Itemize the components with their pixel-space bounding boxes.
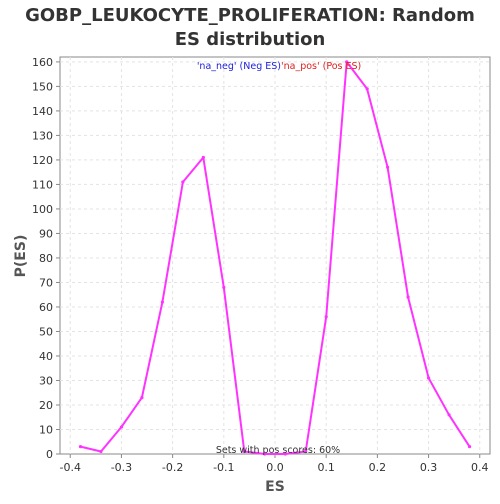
y-tick-label: 100 (32, 203, 53, 216)
series-line (80, 60, 471, 455)
y-tick-label: 140 (32, 105, 53, 118)
chart-title-line-2: ES distribution (175, 29, 326, 50)
x-tick-label: -0.2 (162, 461, 183, 474)
data-point (324, 315, 328, 319)
data-point (406, 295, 410, 299)
data-point (222, 285, 226, 289)
data-point (140, 396, 144, 400)
data-point (386, 165, 390, 169)
data-point (426, 376, 431, 380)
y-tick-label: 50 (39, 325, 53, 338)
y-axis-title: P(ES) (13, 235, 29, 278)
y-tick-label: 160 (32, 56, 53, 69)
chart-title-line-1: GOBP_LEUKOCYTE_PROLIFERATION: Random (25, 5, 475, 26)
x-tick-label: 0.1 (317, 461, 335, 474)
data-point (365, 87, 369, 91)
y-tick-label: 80 (39, 252, 53, 265)
data-point (447, 413, 451, 417)
x-tick-label: 0.3 (420, 461, 438, 474)
y-tick-label: 110 (32, 178, 53, 191)
data-point (283, 452, 287, 456)
y-tick-label: 30 (39, 374, 53, 387)
data-point (263, 452, 267, 456)
y-tick-label: 70 (39, 276, 53, 289)
data-point (201, 155, 205, 160)
y-tick-label: 40 (39, 350, 53, 363)
x-tick-label: -0.4 (60, 461, 81, 474)
x-tick-label: -0.3 (111, 461, 132, 474)
y-tick-label: 130 (32, 129, 53, 142)
x-tick-label: 0.0 (266, 461, 284, 474)
y-tick-label: 120 (32, 154, 53, 167)
x-axis-ticks: -0.4 -0.3 -0.2 -0.1 0.0 0.1 0.2 0.3 0.4 (60, 454, 489, 474)
data-point (99, 449, 103, 454)
data-point (119, 425, 124, 429)
y-tick-label: 60 (39, 301, 53, 314)
y-tick-label: 0 (46, 448, 53, 461)
series-layer (78, 60, 472, 456)
y-tick-label: 20 (39, 399, 53, 412)
data-point (181, 180, 185, 184)
data-point (160, 300, 164, 304)
y-tick-label: 150 (32, 80, 53, 93)
y-axis-ticks: 0 10 20 30 40 50 60 70 80 90 100 110 120 130 140 150 160 (32, 56, 60, 461)
pos-scores-annotation: Sets with pos scores: 60% (216, 445, 340, 456)
legend-neg-label: 'na_neg' (Neg ES) (197, 61, 281, 72)
legend-pos-label: 'na_pos' (Pos ES) (281, 61, 361, 72)
y-tick-label: 10 (39, 423, 53, 436)
data-point (242, 449, 246, 454)
data-point (467, 445, 472, 449)
x-tick-label: 0.4 (471, 461, 489, 474)
data-point (345, 60, 349, 64)
y-tick-label: 90 (39, 227, 53, 240)
x-tick-label: 0.2 (369, 461, 387, 474)
x-axis-title: ES (265, 479, 285, 495)
data-point (304, 449, 308, 454)
data-point (78, 445, 83, 449)
x-tick-label: -0.1 (213, 461, 234, 474)
grid-lines (60, 57, 490, 454)
